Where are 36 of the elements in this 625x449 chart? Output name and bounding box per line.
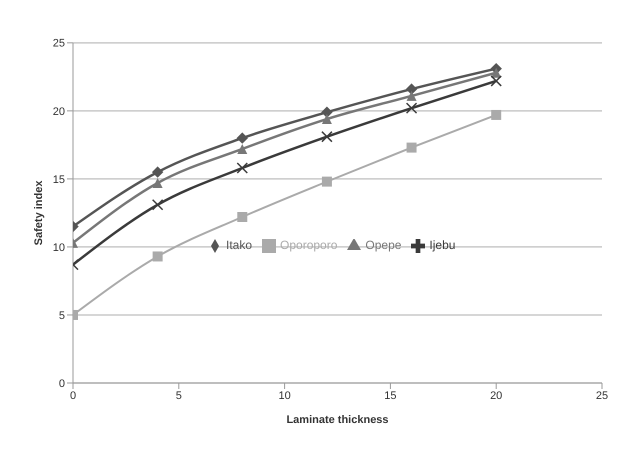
point: [406, 142, 417, 153]
x-tick-label: 25: [596, 390, 608, 402]
y-tick-label: 25: [52, 38, 65, 50]
point: [322, 176, 332, 187]
point: [322, 114, 332, 124]
point: [152, 251, 163, 262]
point: [406, 102, 418, 114]
point: [152, 178, 163, 188]
legend-label: Itako: [226, 238, 252, 252]
legend-label: Ijebu: [429, 238, 456, 252]
y-tick-label: 10: [52, 242, 65, 254]
y-tick-label: 5: [58, 310, 65, 322]
x-axis-title: Laminate thickness: [286, 414, 389, 426]
y-tick-label: 0: [58, 378, 65, 390]
y-tick-label: 15: [52, 174, 65, 186]
point: [236, 132, 248, 144]
x-tick-label: 10: [278, 390, 291, 402]
point: [237, 212, 248, 222]
point: [152, 199, 164, 210]
point: [321, 130, 333, 142]
x-tick-label: 0: [70, 390, 76, 402]
y-tick-label: 20: [52, 106, 65, 118]
legend-label: Opepe: [365, 238, 402, 252]
x-tick-label: 15: [384, 390, 397, 402]
legend-label: Oporoporo: [280, 238, 338, 252]
point: [406, 90, 417, 101]
point: [406, 84, 418, 95]
x-tick-label: 5: [176, 390, 182, 402]
x-tick-label: 20: [490, 390, 502, 402]
point: [237, 144, 248, 154]
point: [152, 166, 164, 178]
point: [236, 162, 248, 174]
point: [321, 106, 332, 118]
point: [491, 110, 502, 120]
y-axis-title: Safety index: [32, 180, 45, 246]
point: [490, 75, 502, 87]
